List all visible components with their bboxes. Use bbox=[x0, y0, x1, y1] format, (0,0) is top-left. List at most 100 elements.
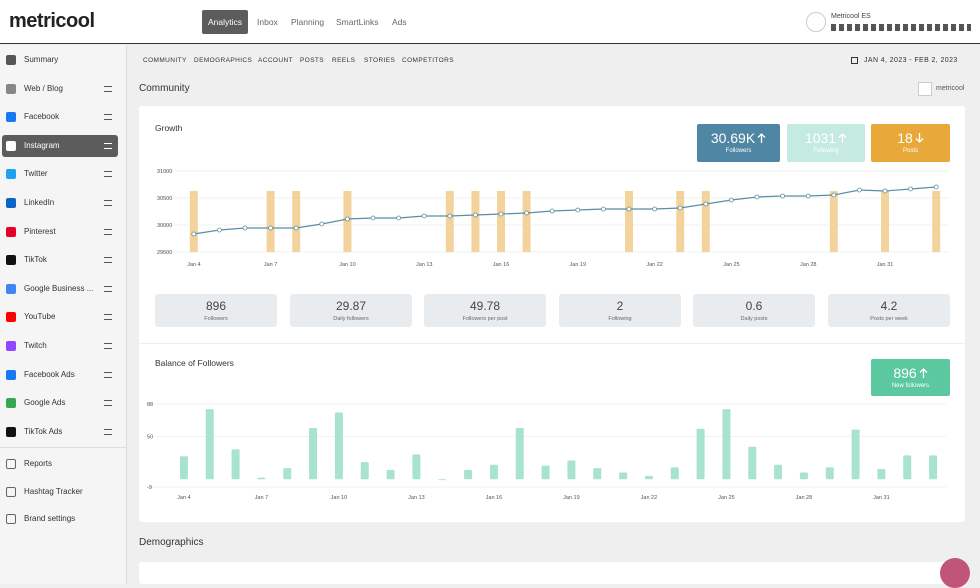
line-point bbox=[370, 215, 376, 221]
nav-tab[interactable]: Analytics bbox=[202, 10, 248, 34]
item-menu-icon bbox=[104, 400, 112, 407]
sub-tab[interactable]: ACCOUNT bbox=[258, 57, 293, 64]
balance-kpi: 896 New followers bbox=[871, 359, 950, 396]
sidebar-item[interactable]: Reports bbox=[2, 453, 118, 475]
sidebar-item[interactable]: Twitter bbox=[2, 163, 118, 185]
line-point bbox=[191, 231, 197, 237]
account-name[interactable]: Metricool ES bbox=[831, 13, 871, 20]
line-point bbox=[677, 205, 683, 211]
post-bar bbox=[932, 191, 941, 252]
kpi-box[interactable]: 30.69K Followers bbox=[697, 124, 780, 162]
line-point bbox=[447, 213, 453, 219]
balance-bar bbox=[825, 467, 834, 480]
post-bar bbox=[881, 191, 889, 252]
balance-bar bbox=[309, 427, 318, 480]
sub-tab[interactable]: POSTS bbox=[300, 57, 325, 64]
stat-label: Followers per post bbox=[462, 316, 508, 322]
chat-button[interactable] bbox=[940, 558, 970, 588]
tool-icon bbox=[6, 459, 16, 469]
logo[interactable]: metricool bbox=[9, 10, 95, 32]
line-point bbox=[831, 192, 837, 198]
sidebar-divider bbox=[0, 447, 126, 448]
date-range[interactable]: JAN 4, 2023 - FEB 2, 2023 bbox=[864, 57, 958, 64]
x-tick-label: Jan 7 bbox=[264, 262, 277, 268]
line-point bbox=[575, 207, 581, 213]
kpi-box[interactable]: 1031 Following bbox=[787, 124, 865, 162]
line-point bbox=[216, 227, 222, 233]
x-tick-label: Jan 22 bbox=[646, 262, 663, 268]
x-tick-label: Jan 16 bbox=[493, 262, 510, 268]
line-point bbox=[703, 201, 709, 207]
header: metricool Metricool ES Analytics Inbox Pla… bbox=[0, 0, 980, 44]
kpi-box[interactable]: 18 Posts bbox=[871, 124, 950, 162]
kpi-value: 30.69K bbox=[697, 130, 780, 146]
nav-tab[interactable]: Inbox bbox=[257, 17, 278, 27]
nav-tab[interactable]: SmartLinks bbox=[336, 17, 379, 27]
balance-bar bbox=[851, 429, 860, 480]
item-menu-icon bbox=[104, 285, 112, 292]
sidebar-item[interactable]: Facebook Ads bbox=[2, 364, 118, 386]
x-tick-label: Jan 19 bbox=[563, 495, 580, 501]
network-icon bbox=[6, 83, 16, 94]
balance-bar bbox=[360, 462, 369, 480]
sidebar-item[interactable]: Google Business ... bbox=[2, 278, 118, 300]
balance-bar bbox=[231, 449, 240, 480]
y-tick-label: 31000 bbox=[157, 169, 172, 175]
sidebar-item[interactable]: YouTube bbox=[2, 306, 118, 328]
item-label: Web / Blog bbox=[24, 83, 63, 93]
stat-value: 896 bbox=[205, 299, 227, 313]
stat-value: 4.2 bbox=[880, 299, 898, 313]
sidebar-item[interactable]: Google Ads bbox=[2, 392, 118, 414]
sidebar-item[interactable]: TikTok Ads bbox=[2, 421, 118, 443]
sidebar-item[interactable]: LinkedIn bbox=[2, 192, 118, 214]
item-menu-icon bbox=[104, 228, 112, 235]
sidebar-item[interactable]: TikTok bbox=[2, 249, 118, 271]
nav-tab[interactable]: Planning bbox=[291, 17, 325, 27]
line-point bbox=[652, 206, 657, 212]
sidebar-item[interactable]: Summary bbox=[2, 49, 118, 71]
item-label: Facebook Ads bbox=[24, 369, 75, 379]
sub-tab[interactable]: STORIES bbox=[364, 57, 396, 64]
sub-tab[interactable]: COMPETITORS bbox=[402, 57, 454, 64]
network-icon bbox=[6, 369, 16, 380]
sub-tab[interactable]: COMMUNITY bbox=[143, 57, 187, 64]
post-bar bbox=[829, 191, 838, 252]
item-label: Hashtag Tracker bbox=[24, 486, 83, 496]
sidebar-item[interactable]: Instagram bbox=[2, 134, 118, 157]
x-tick-label: Jan 28 bbox=[800, 262, 817, 268]
post-bar bbox=[625, 191, 633, 252]
sidebar-item[interactable]: Twitch bbox=[2, 335, 118, 357]
sub-tab[interactable]: REELS bbox=[332, 57, 356, 64]
sidebar-item[interactable]: Facebook bbox=[2, 106, 118, 128]
line-point bbox=[268, 225, 274, 231]
kpi-label: Following bbox=[813, 148, 839, 154]
x-tick-label: Jan 31 bbox=[877, 262, 894, 268]
sidebar-item[interactable]: Hashtag Tracker bbox=[2, 481, 118, 503]
followers-line bbox=[193, 186, 937, 235]
nav-tab[interactable]: Ads bbox=[392, 17, 407, 27]
kpi-label: Followers bbox=[725, 148, 752, 154]
sub-tab[interactable]: DEMOGRAPHICS bbox=[194, 57, 253, 64]
stat-label: Daily posts bbox=[740, 316, 768, 322]
y-tick-label: 88 bbox=[147, 402, 153, 408]
balance-bar bbox=[489, 464, 498, 480]
account-avatar[interactable] bbox=[806, 12, 826, 32]
balance-bar bbox=[334, 412, 343, 480]
sidebar-item[interactable]: Pinterest bbox=[2, 221, 118, 243]
network-icon bbox=[6, 112, 16, 123]
network-icon bbox=[6, 255, 16, 266]
balance-bar bbox=[593, 468, 602, 480]
post-bar bbox=[497, 191, 505, 252]
balance-bar bbox=[696, 428, 705, 480]
balance-bar bbox=[257, 477, 266, 480]
line-point bbox=[421, 213, 427, 219]
balance-bar bbox=[179, 456, 188, 480]
item-label: Google Ads bbox=[24, 398, 66, 408]
sidebar-item[interactable]: Brand settings bbox=[2, 508, 118, 530]
balance-bar bbox=[799, 472, 808, 480]
item-label: Twitch bbox=[24, 341, 47, 350]
line-point bbox=[396, 215, 402, 221]
post-bar bbox=[266, 191, 275, 252]
sidebar-item[interactable]: Web / Blog bbox=[2, 78, 118, 100]
item-menu-icon bbox=[104, 371, 112, 378]
